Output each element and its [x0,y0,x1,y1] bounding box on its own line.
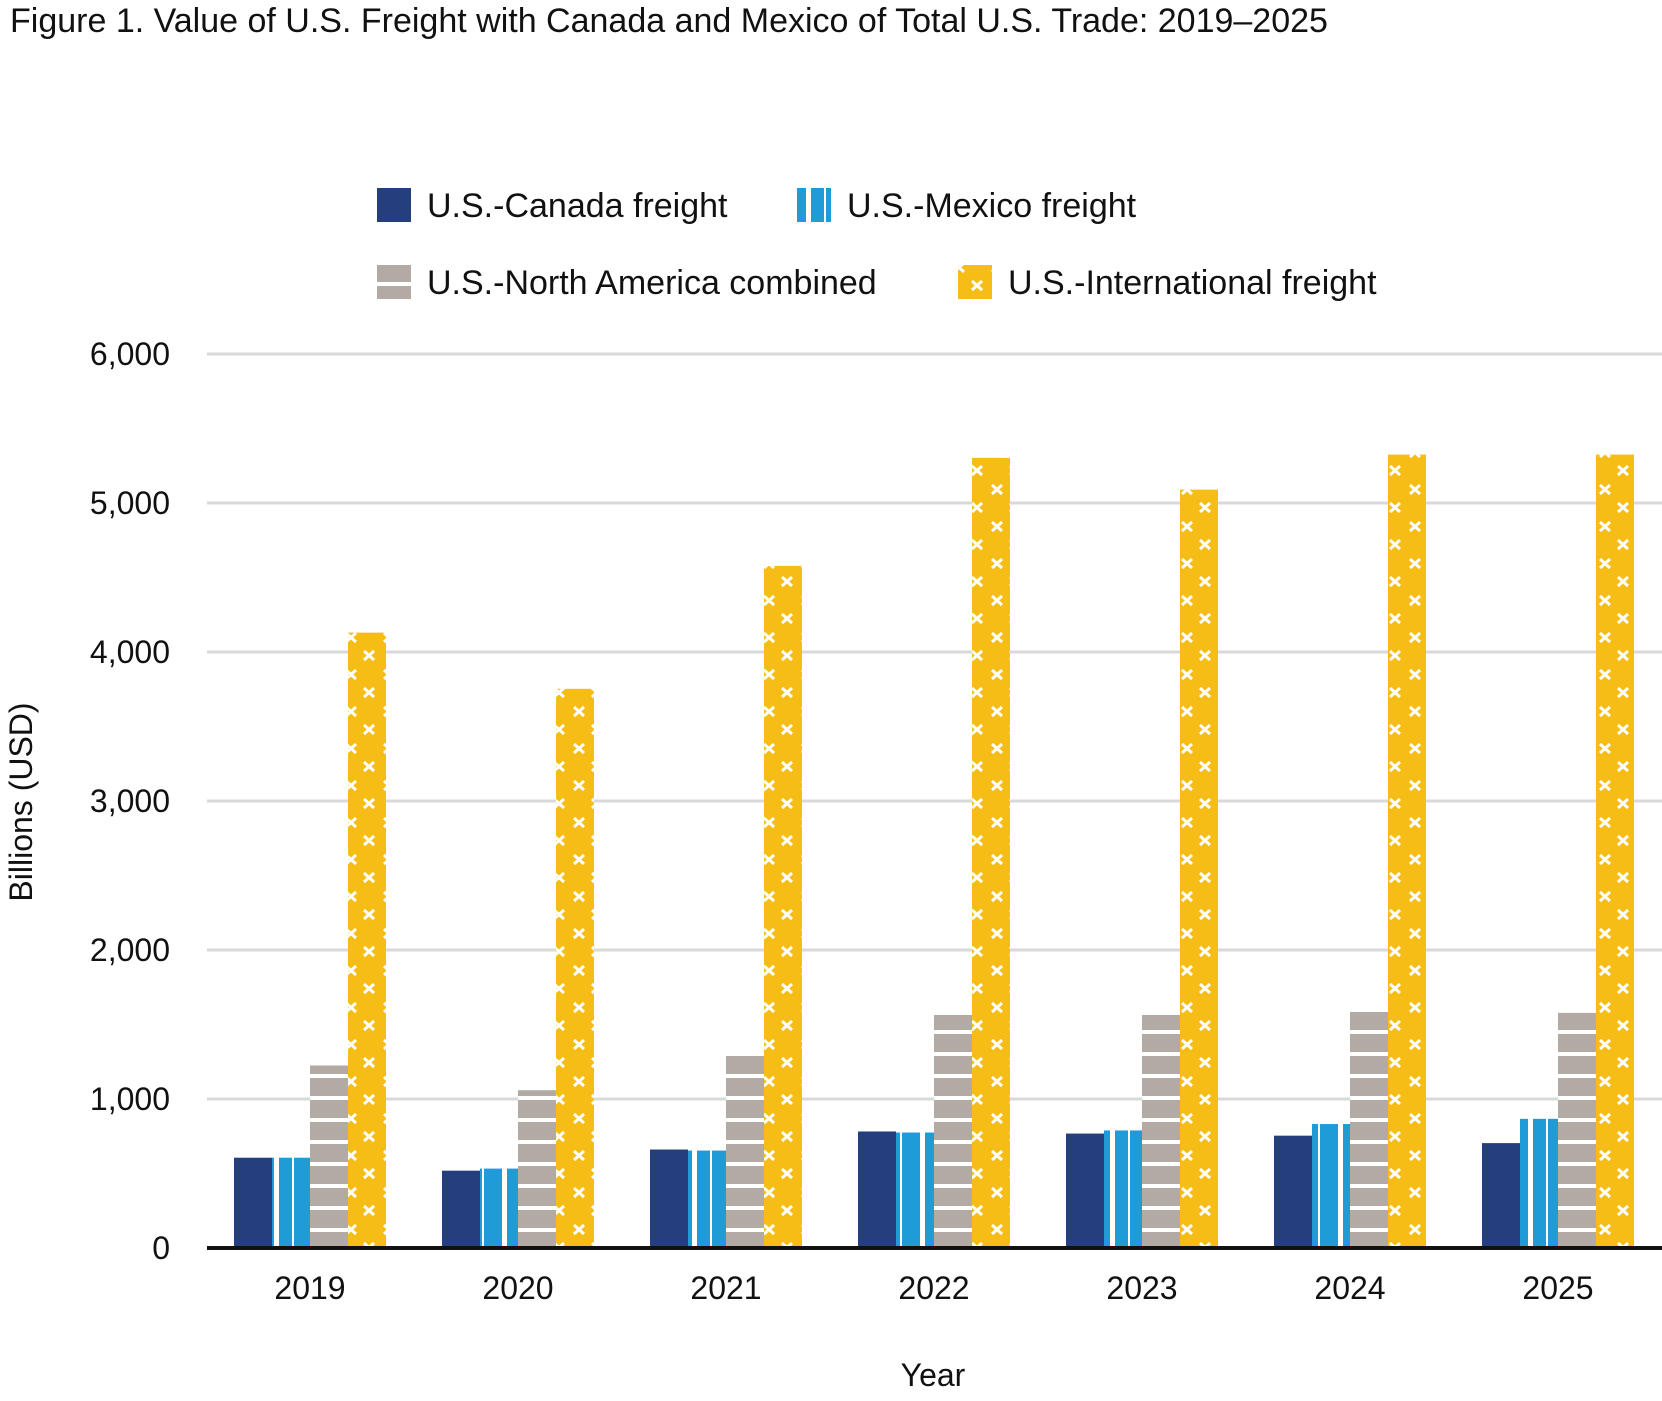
bar-u-s-canada-freight-2021 [650,1149,688,1248]
bar-u-s-international-freight-2020 [556,688,594,1248]
legend-label: U.S.-International freight [1008,264,1377,302]
bar-u-s-north-america-combined-2021 [726,1052,764,1248]
bar-u-s-mexico-freight-2025 [1520,1118,1558,1248]
bar-u-s-mexico-freight-2022 [896,1132,934,1248]
y-tick-label: 1,000 [90,1081,170,1117]
bar-u-s-north-america-combined-2023 [1142,1014,1180,1248]
y-tick-label: 0 [152,1230,170,1266]
y-tick-label: 6,000 [90,336,170,372]
bar-u-s-north-america-combined-2019 [310,1065,348,1248]
x-tick-label: 2022 [898,1270,969,1306]
bar-u-s-mexico-freight-2023 [1104,1130,1142,1248]
legend-label: U.S.-Mexico freight [847,187,1137,225]
legend-item: U.S.-Mexico freight [797,187,1137,225]
bar-u-s-international-freight-2025 [1596,454,1634,1248]
legend-label: U.S.-North America combined [427,264,877,302]
x-tick-label: 2024 [1314,1270,1385,1306]
bar-u-s-canada-freight-2019 [234,1157,272,1248]
bar-u-s-canada-freight-2022 [858,1131,896,1248]
y-tick-label: 3,000 [90,783,170,819]
legend-swatch [797,188,831,222]
bar-u-s-north-america-combined-2022 [934,1014,972,1248]
legend-swatch [377,188,411,222]
legend-label: U.S.-Canada freight [427,187,728,225]
bar-u-s-canada-freight-2023 [1066,1133,1104,1248]
bar-u-s-mexico-freight-2019 [272,1157,310,1248]
legend-swatch [377,265,411,299]
bar-u-s-canada-freight-2020 [442,1170,480,1248]
bar-u-s-mexico-freight-2020 [480,1168,518,1248]
y-tick-label: 2,000 [90,932,170,968]
bar-u-s-international-freight-2022 [972,457,1010,1248]
bar-u-s-mexico-freight-2024 [1312,1124,1350,1248]
y-tick-label: 5,000 [90,485,170,521]
x-tick-label: 2019 [274,1270,345,1306]
bar-u-s-international-freight-2024 [1388,454,1426,1248]
x-tick-label: 2025 [1522,1270,1593,1306]
legend-item: U.S.-Canada freight [377,187,728,225]
bar-u-s-international-freight-2021 [764,565,802,1248]
x-tick-label: 2021 [690,1270,761,1306]
x-axis-label: Year [901,1357,966,1393]
bar-u-s-canada-freight-2025 [1482,1143,1520,1248]
legend-item: U.S.-North America combined [377,264,877,302]
bar-u-s-mexico-freight-2021 [688,1150,726,1248]
legend-swatch [958,265,992,299]
bar-u-s-international-freight-2019 [348,632,386,1248]
bar-u-s-international-freight-2023 [1180,489,1218,1249]
y-axis-label: Billions (USD) [3,702,39,901]
legend-item: U.S.-International freight [958,264,1377,302]
y-tick-label: 4,000 [90,634,170,670]
x-tick-label: 2020 [482,1270,553,1306]
bar-u-s-canada-freight-2024 [1274,1135,1312,1248]
chart-title: Figure 1. Value of U.S. Freight with Can… [10,2,1328,40]
bar-u-s-north-america-combined-2020 [518,1090,556,1248]
x-tick-label: 2023 [1106,1270,1177,1306]
bar-u-s-north-america-combined-2025 [1558,1012,1596,1248]
bar-u-s-north-america-combined-2024 [1350,1010,1388,1248]
